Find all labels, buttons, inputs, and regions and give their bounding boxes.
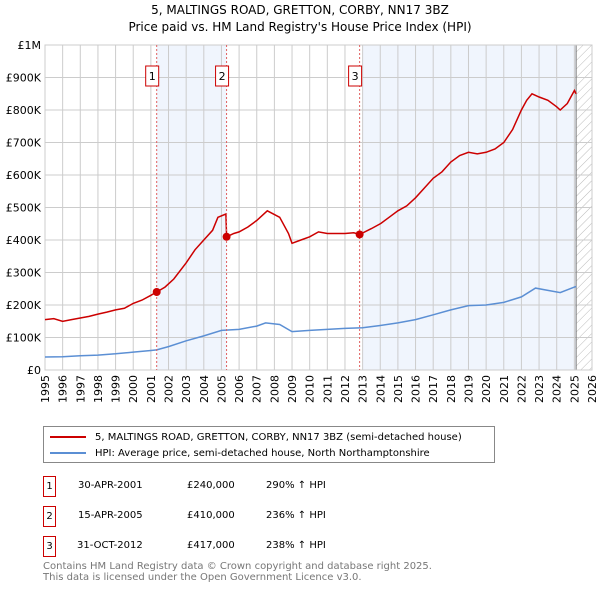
- x-tick-label: 2014: [374, 375, 387, 403]
- x-tick-label: 2010: [304, 375, 317, 403]
- y-tick-label: £100K: [6, 332, 42, 345]
- x-tick-label: 2007: [251, 375, 264, 403]
- legend-label: HPI: Average price, semi-detached house,…: [95, 447, 430, 459]
- x-tick-label: 2001: [145, 375, 158, 403]
- plot-border: [44, 44, 593, 371]
- x-tick-label: 2016: [410, 375, 423, 403]
- x-tick-label: 2019: [462, 375, 475, 403]
- transaction-hpi: 290% ↑ HPI: [266, 480, 326, 491]
- x-tick-label: 2004: [198, 375, 211, 403]
- sale-point: [222, 232, 231, 241]
- x-tick-label: 2002: [163, 375, 176, 403]
- x-tick-label: 2006: [233, 375, 246, 403]
- transaction-badge: 2: [43, 506, 56, 527]
- transaction-row: 1 30-APR-2001 £240,000 290% ↑ HPI: [43, 476, 443, 497]
- x-tick-label: 2015: [392, 375, 405, 403]
- x-tick-label: 2012: [339, 375, 352, 403]
- y-tick-label: £400K: [6, 234, 42, 247]
- price-chart: 5, MALTINGS ROAD, GRETTON, CORBY, NN17 3…: [6, 3, 599, 403]
- x-tick-label: 1997: [74, 375, 87, 403]
- x-tick-label: 2011: [321, 375, 334, 403]
- transaction-hpi: 236% ↑ HPI: [266, 510, 326, 521]
- sale-label: 3: [352, 70, 359, 83]
- transaction-hpi: 238% ↑ HPI: [266, 540, 326, 551]
- y-tick-label: £800K: [6, 104, 42, 117]
- footer-line: Contains HM Land Registry data © Crown c…: [43, 561, 432, 572]
- chart-title: 5, MALTINGS ROAD, GRETTON, CORBY, NN17 3…: [151, 3, 449, 17]
- transaction-date: 15-APR-2005: [78, 510, 143, 521]
- transaction-price: £240,000: [187, 480, 235, 491]
- x-tick-label: 2022: [515, 375, 528, 403]
- y-tick-label: £900K: [6, 72, 42, 85]
- y-tick-label: £500K: [6, 202, 42, 215]
- sale-label-box: [215, 65, 230, 87]
- legend: 5, MALTINGS ROAD, GRETTON, CORBY, NN17 3…: [43, 426, 495, 463]
- transaction-badge: 3: [43, 536, 56, 557]
- transaction-date: 30-APR-2001: [78, 480, 143, 491]
- y-tick-label: £0: [27, 364, 41, 377]
- y-tick-label: £600K: [6, 169, 42, 182]
- x-tick-label: 2000: [127, 375, 140, 403]
- y-tick-label: £300K: [6, 267, 42, 280]
- y-tick-label: £200K: [6, 299, 42, 312]
- footer-line: This data is licensed under the Open Gov…: [43, 572, 362, 583]
- x-tick-label: 2021: [498, 375, 511, 403]
- footer: Contains HM Land Registry data © Crown c…: [43, 561, 432, 583]
- sale-point: [355, 230, 364, 239]
- sale-label-box: [145, 65, 160, 87]
- legend-swatch-blue: [50, 452, 86, 454]
- x-tick-label: 2023: [533, 375, 546, 403]
- sale-label: 2: [219, 70, 226, 83]
- transaction-badge: 1: [43, 476, 56, 497]
- transaction-price: £410,000: [187, 510, 235, 521]
- transaction-price: £417,000: [187, 540, 235, 551]
- x-tick-label: 2008: [268, 375, 281, 403]
- y-tick-label: £1M: [18, 39, 42, 52]
- sale-label: 1: [149, 70, 156, 83]
- x-tick-label: 2003: [180, 375, 193, 403]
- x-tick-label: 2025: [568, 375, 581, 403]
- x-tick-label: 2005: [215, 375, 228, 403]
- sale-point: [152, 288, 161, 296]
- x-tick-label: 2009: [286, 375, 299, 403]
- x-tick-label: 1996: [57, 375, 70, 403]
- chart-subtitle: Price paid vs. HM Land Registry's House …: [128, 20, 471, 34]
- x-tick-label: 2013: [357, 375, 370, 403]
- x-tick-label: 2020: [480, 375, 493, 403]
- x-tick-label: 2018: [445, 375, 458, 403]
- y-tick-label: £700K: [6, 137, 42, 150]
- legend-swatch-red: [50, 436, 86, 438]
- transaction-date: 31-OCT-2012: [77, 540, 143, 551]
- sale-label-box: [348, 65, 363, 87]
- hpi-line: [44, 285, 577, 358]
- transaction-row: 2 15-APR-2005 £410,000 236% ↑ HPI: [43, 506, 443, 527]
- legend-label: 5, MALTINGS ROAD, GRETTON, CORBY, NN17 3…: [95, 431, 462, 443]
- x-tick-label: 1998: [92, 375, 105, 403]
- x-tick-label: 1999: [110, 375, 123, 403]
- legend-item-property: 5, MALTINGS ROAD, GRETTON, CORBY, NN17 3…: [50, 430, 462, 444]
- transaction-row: 3 31-OCT-2012 £417,000 238% ↑ HPI: [43, 536, 443, 557]
- legend-item-hpi: HPI: Average price, semi-detached house,…: [50, 446, 430, 460]
- property-price-line: [44, 88, 577, 323]
- x-tick-label: 1995: [39, 375, 52, 403]
- x-tick-label: 2024: [551, 375, 564, 403]
- x-tick-label: 2017: [427, 375, 440, 403]
- x-tick-label: 2026: [586, 375, 599, 403]
